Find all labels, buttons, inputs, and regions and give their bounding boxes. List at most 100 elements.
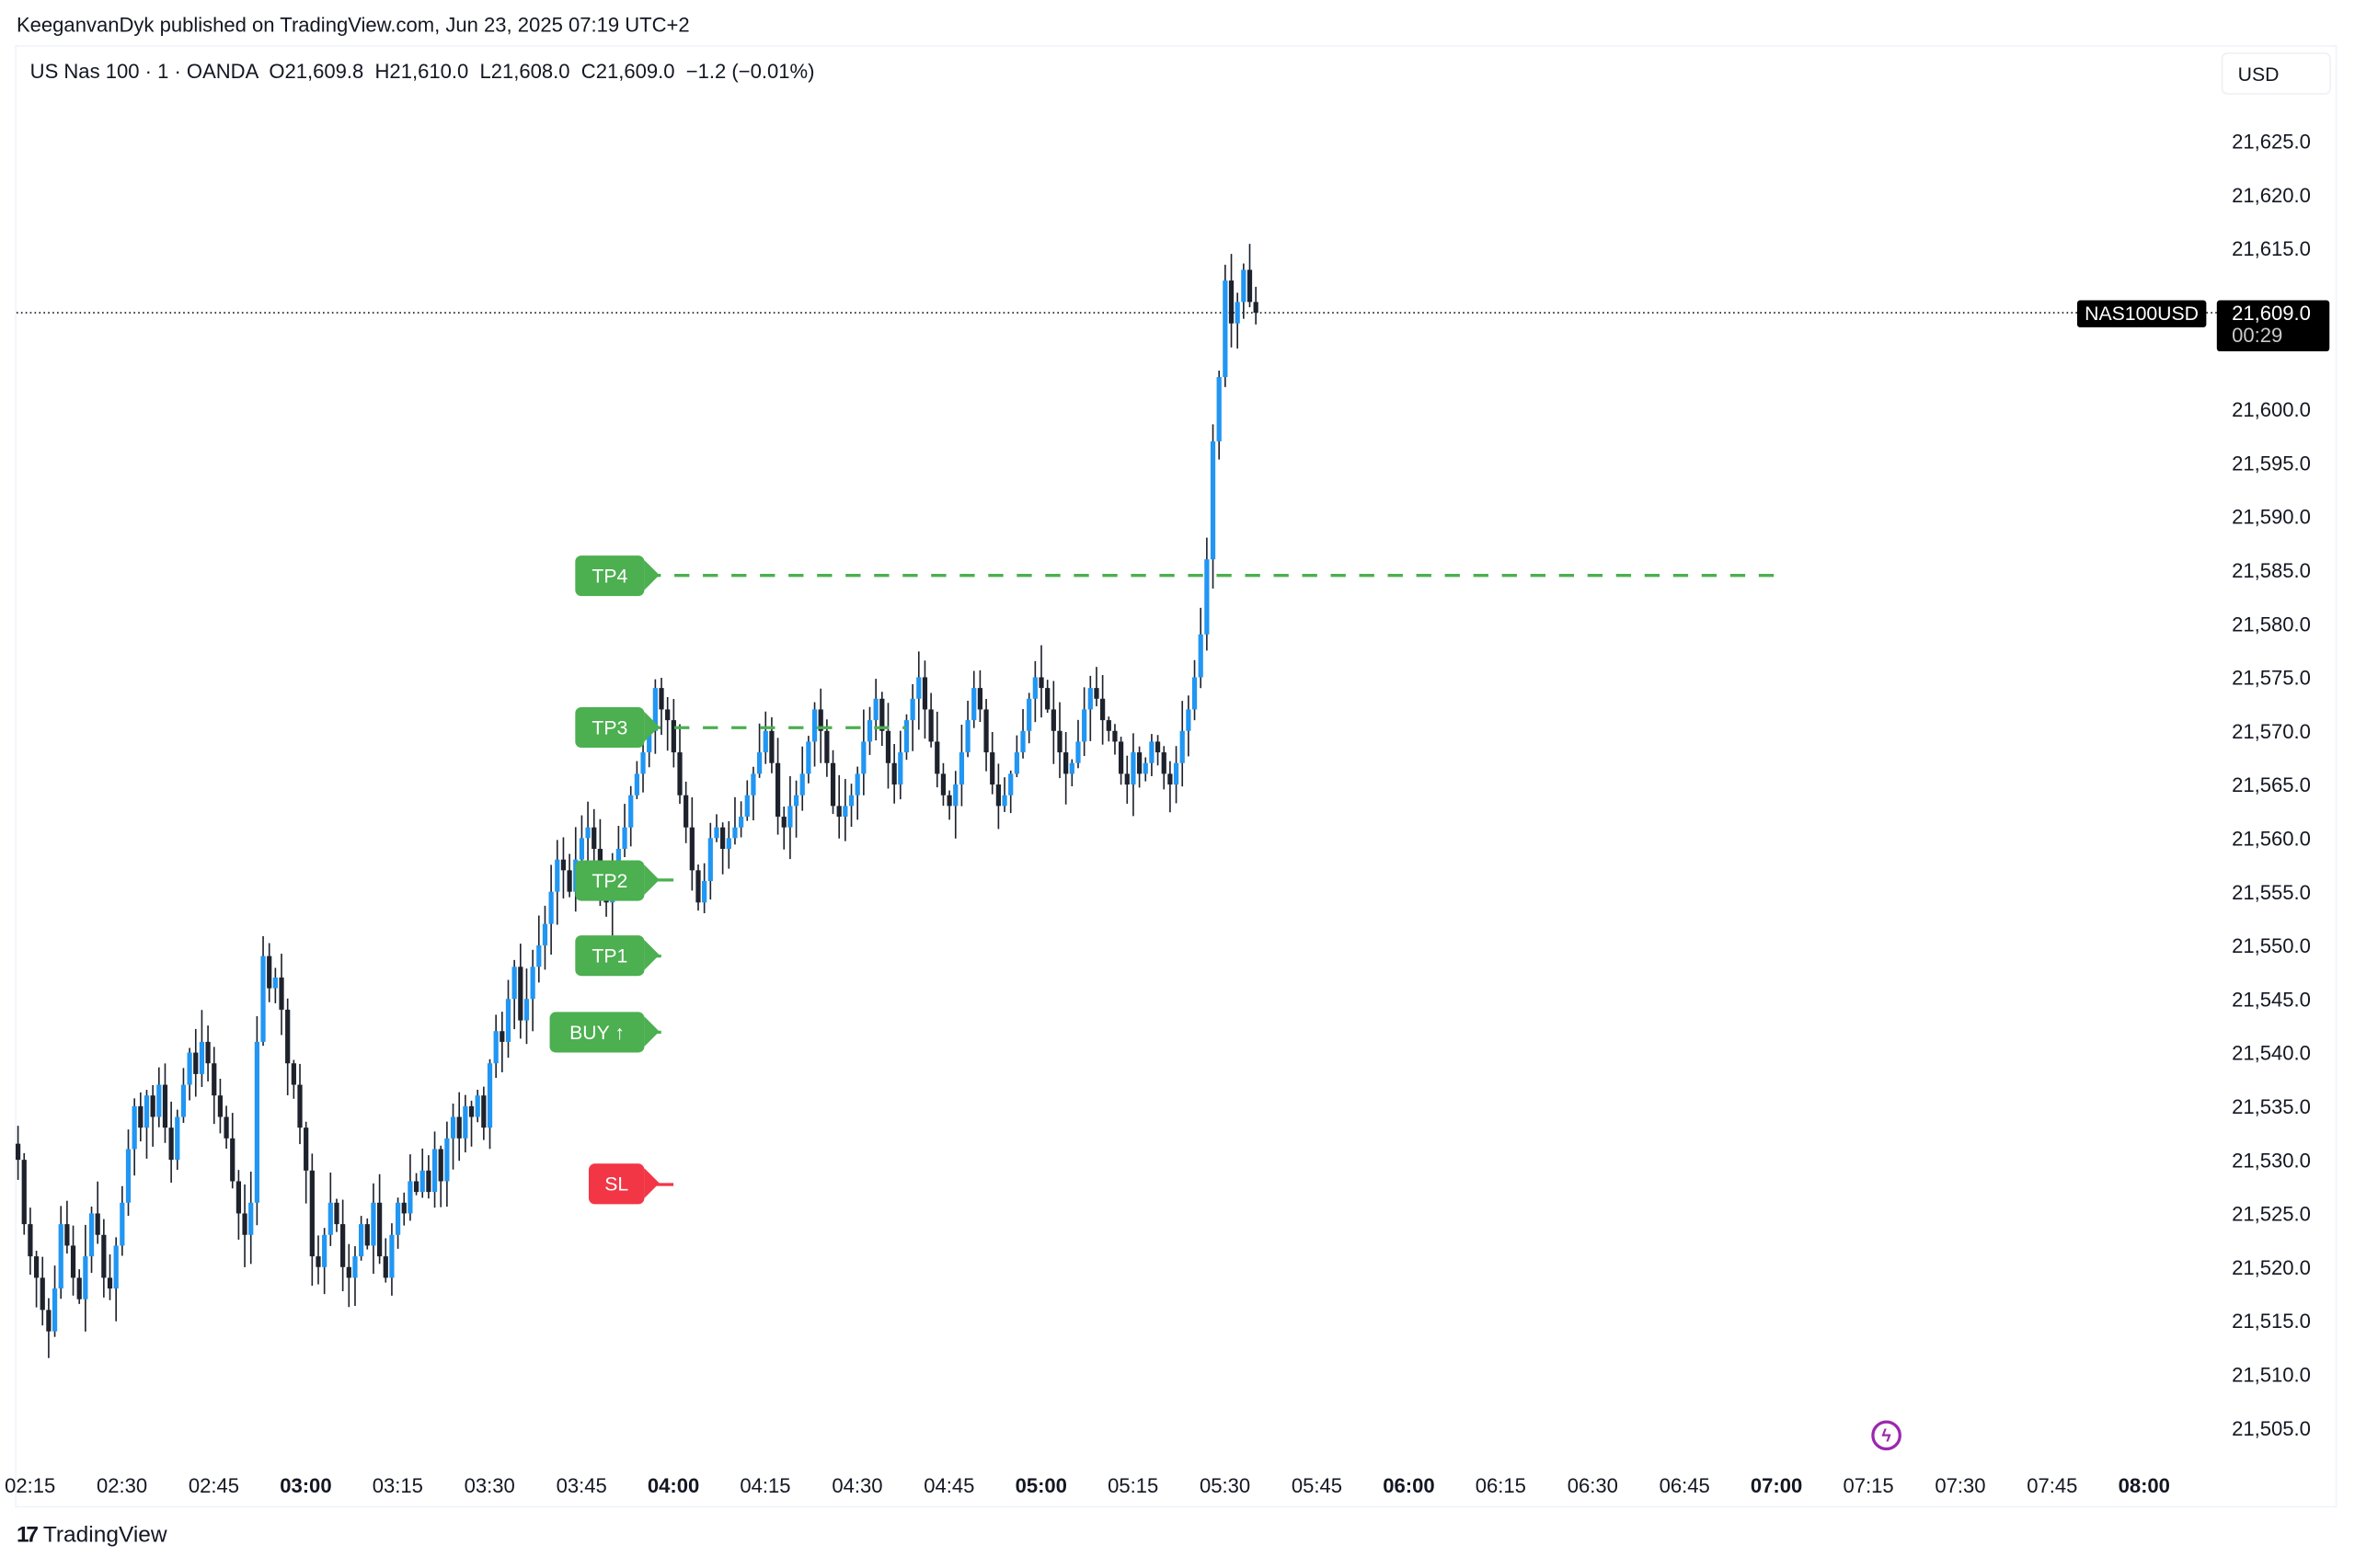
up-candle (1020, 730, 1026, 753)
up-candle (505, 999, 511, 1042)
annotation-label-tp1[interactable]: TP1 (575, 935, 660, 977)
time-tick-label: 06:00 (1383, 1474, 1434, 1497)
time-tick-label: 05:45 (1292, 1474, 1342, 1497)
down-candle (438, 1149, 443, 1182)
time-tick-label: 03:45 (557, 1474, 607, 1497)
up-candle (530, 967, 535, 1000)
down-candle (138, 1105, 144, 1128)
up-candle (352, 1256, 358, 1278)
down-candle (46, 1310, 52, 1332)
up-candle (1082, 709, 1087, 742)
down-candle (1136, 752, 1143, 774)
down-candle (818, 709, 823, 731)
up-candle (120, 1202, 125, 1246)
tradingview-logo-icon: 17 (16, 1522, 39, 1549)
annotation-label-buy[interactable]: BUY ↑ (549, 1012, 660, 1053)
down-candle (677, 752, 683, 795)
lightning-bolt-icon[interactable]: ϟ (1871, 1420, 1901, 1451)
down-candle (242, 1213, 247, 1235)
up-candle (52, 1288, 58, 1332)
up-candle (371, 1202, 376, 1246)
down-candle (304, 1127, 309, 1171)
down-candle (285, 1009, 291, 1064)
down-candle (101, 1234, 107, 1278)
down-candle (468, 1105, 475, 1117)
up-candle (1032, 677, 1038, 699)
down-candle (671, 720, 676, 753)
up-candle (1204, 559, 1210, 635)
up-candle (180, 1084, 187, 1117)
down-candle (518, 967, 523, 1021)
price-tick-label: 21,585.0 (2232, 559, 2311, 582)
chart-frame (15, 44, 2338, 1508)
down-candle (567, 870, 572, 892)
up-candle (359, 1224, 364, 1257)
down-candle (1112, 730, 1118, 742)
time-tick-label: 07:45 (2027, 1474, 2077, 1497)
down-candle (162, 1084, 168, 1128)
time-tick-label: 06:30 (1568, 1474, 1618, 1497)
annotation-label-sl[interactable]: SL (588, 1163, 660, 1205)
up-candle (799, 773, 805, 795)
up-candle (389, 1234, 395, 1278)
up-candle (640, 752, 646, 774)
up-candle (536, 944, 542, 967)
up-candle (187, 1052, 192, 1085)
annotation-label-tp2[interactable]: TP2 (575, 859, 660, 900)
up-candle (903, 720, 910, 753)
last-price-tag: 21,609.0 00:29 (2216, 300, 2330, 352)
down-candle (1253, 302, 1258, 314)
up-candle (971, 688, 977, 721)
down-candle (279, 977, 284, 1010)
bar-countdown: 00:29 (2232, 324, 2283, 348)
down-candle (236, 1181, 242, 1214)
up-candle (132, 1105, 137, 1150)
down-candle (830, 762, 836, 807)
time-tick-label: 05:30 (1200, 1474, 1250, 1497)
up-candle (1186, 709, 1191, 731)
time-tick-label: 02:45 (189, 1474, 239, 1497)
annotation-label-tp4[interactable]: TP4 (575, 555, 660, 596)
down-candle (383, 1256, 388, 1278)
down-candle (769, 730, 775, 763)
up-candle (1002, 795, 1007, 807)
down-candle (1228, 280, 1235, 324)
time-tick-label: 02:15 (5, 1474, 55, 1497)
down-candle (230, 1138, 236, 1182)
time-tick-label: 05:00 (1016, 1474, 1067, 1497)
down-candle (1246, 269, 1253, 303)
up-candle (1075, 741, 1081, 763)
down-candle (836, 806, 842, 818)
down-candle (990, 752, 995, 785)
time-tick-label: 07:30 (1935, 1474, 1985, 1497)
up-candle (1210, 441, 1216, 560)
time-tick-label: 04:00 (648, 1474, 699, 1497)
up-candle (542, 923, 548, 945)
annotation-label-tp3[interactable]: TP3 (575, 707, 660, 749)
up-candle (260, 956, 266, 1042)
up-candle (622, 827, 627, 850)
down-candle (500, 1031, 505, 1042)
up-candle (702, 880, 707, 903)
up-candle (1216, 376, 1222, 441)
up-candle (579, 838, 585, 860)
up-candle (652, 688, 658, 731)
up-candle (156, 1084, 162, 1117)
down-candle (879, 698, 885, 731)
up-candle (1241, 269, 1246, 303)
down-candle (781, 817, 787, 828)
down-candle (150, 1095, 155, 1117)
ohlc-legend[interactable]: US Nas 100 · 1 · OANDA O21,609.8 H21,610… (29, 60, 815, 83)
down-candle (885, 730, 891, 763)
down-candle (40, 1277, 45, 1310)
price-tick-label: 21,525.0 (2232, 1203, 2311, 1226)
down-candle (426, 1170, 431, 1193)
down-candle (983, 709, 989, 753)
tradingview-footer[interactable]: 17 TradingView (17, 1523, 167, 1549)
down-candle (1106, 720, 1111, 731)
up-candle (1191, 677, 1198, 710)
time-tick-label: 04:15 (740, 1474, 790, 1497)
currency-selector[interactable]: USD (2221, 52, 2331, 95)
